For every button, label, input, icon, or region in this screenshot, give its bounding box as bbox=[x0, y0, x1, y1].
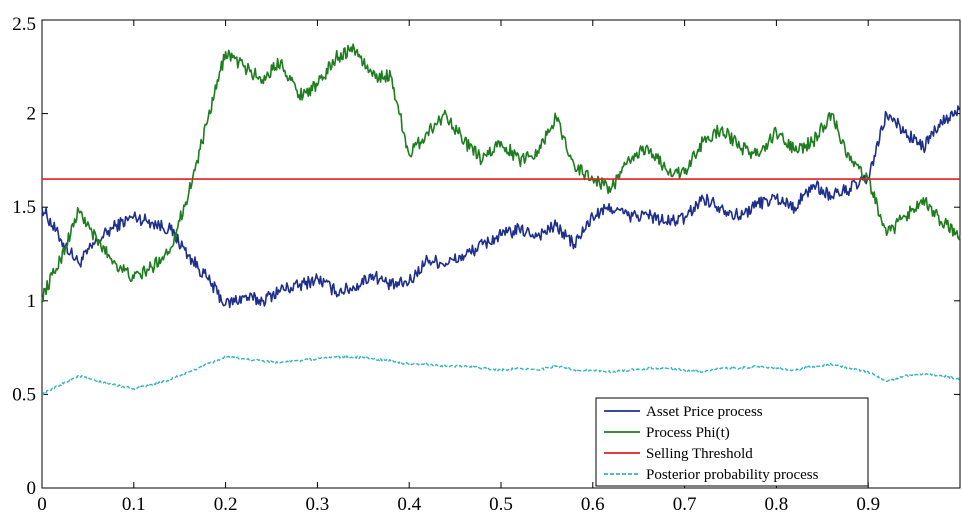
x-axis: 0 0.1 0.2 0.3 0.4 0.5 0.6 0.7 0.8 0.9 bbox=[37, 20, 880, 514]
x-tick-label: 0.4 bbox=[397, 494, 421, 514]
legend-box bbox=[595, 397, 869, 487]
y-axis: 0 0.5 1 1.5 2 2.5 bbox=[12, 14, 960, 499]
y-tick-label: 2 bbox=[27, 104, 37, 125]
series-layer bbox=[41, 43, 961, 396]
series-line-0 bbox=[41, 105, 961, 309]
legend-label: Selling Threshold bbox=[646, 446, 753, 462]
x-tick-label: 0.8 bbox=[765, 494, 789, 514]
x-tick-label: 0.6 bbox=[581, 494, 605, 514]
x-tick-label: 0.7 bbox=[673, 494, 697, 514]
y-tick-label: 1 bbox=[27, 291, 37, 312]
legend: Asset Price process Process Phi(t) Selling… bbox=[595, 397, 869, 487]
y-tick-label: 0.5 bbox=[12, 384, 36, 405]
y-tick-label: 1.5 bbox=[12, 197, 36, 218]
x-tick-label: 0.1 bbox=[122, 494, 146, 514]
legend-label: Posterior probability process bbox=[646, 467, 819, 483]
x-tick-label: 0.3 bbox=[306, 494, 330, 514]
x-tick-label: 0 bbox=[37, 494, 47, 514]
series-line-1 bbox=[41, 43, 961, 303]
x-tick-label: 0.5 bbox=[489, 494, 513, 514]
series-line-3 bbox=[41, 355, 961, 396]
y-tick-label: 2.5 bbox=[12, 14, 36, 35]
legend-label: Asset Price process bbox=[646, 404, 763, 420]
x-tick-label: 0.2 bbox=[214, 494, 238, 514]
legend-label: Process Phi(t) bbox=[646, 425, 730, 441]
y-tick-label: 0 bbox=[27, 478, 37, 499]
x-tick-label: 0.9 bbox=[856, 494, 880, 514]
